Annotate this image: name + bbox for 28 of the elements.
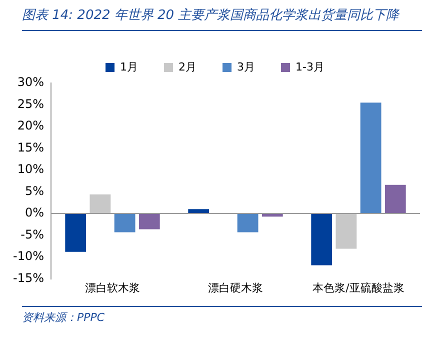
bar [311, 214, 332, 266]
y-tick-label: 30% [17, 75, 44, 90]
y-tick-label: 5% [24, 184, 44, 198]
y-tick-label: -10% [12, 249, 44, 264]
bar [360, 102, 382, 214]
y-tick-label: 10% [17, 162, 44, 176]
y-tick-label: 0% [24, 206, 44, 220]
y-tick-label: -5% [20, 227, 44, 242]
text: 资料来源：PPPC [22, 306, 422, 325]
bar [138, 214, 160, 230]
legend-label: 1月 [120, 60, 138, 74]
legend-label: 1-3月 [296, 60, 324, 74]
bar [384, 184, 406, 214]
bar [336, 214, 357, 249]
y-tick-label: 25% [17, 96, 44, 111]
legend-label: 3月 [237, 60, 256, 74]
x-tick-label: 本色浆/亚硫酸盐浆 [312, 281, 404, 294]
x-tick-label: 漂白软木浆 [85, 281, 140, 294]
y-tick-label: 15% [17, 140, 44, 154]
bar [114, 214, 136, 232]
x-tick-label: 漂白硬木浆 [208, 281, 263, 294]
chart-title: 图表 14: 2022 年世界 20 主要产浆国商品化学浆出货量同比下降 [22, 6, 422, 31]
bar [65, 214, 86, 252]
y-tick-label: -15% [12, 270, 44, 285]
bar [90, 194, 111, 214]
bar [237, 214, 258, 232]
y-tick-label: 20% [17, 118, 44, 133]
legend-label: 2月 [178, 60, 197, 74]
